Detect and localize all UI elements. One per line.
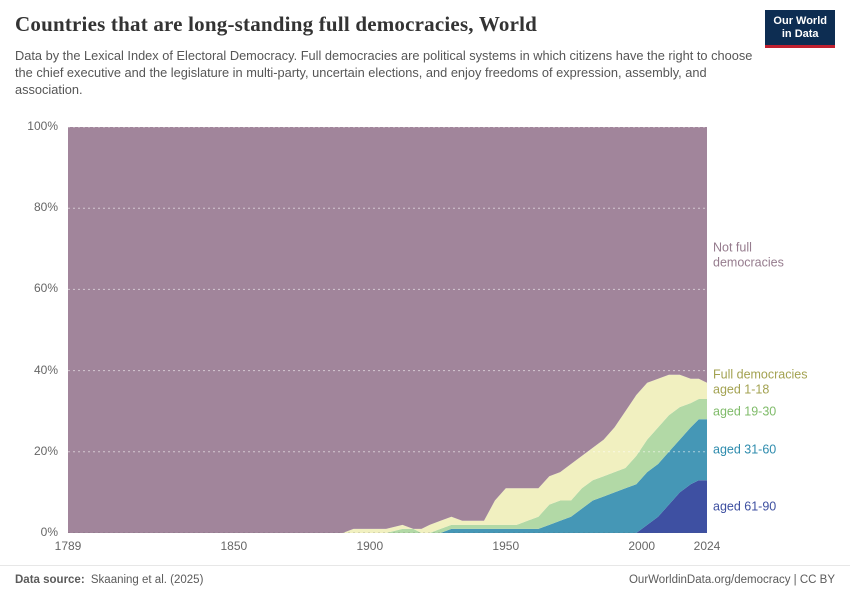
area-aged-1-18[interactable] — [68, 374, 707, 533]
chart-footer: Data source: Skaaning et al. (2025) OurW… — [0, 565, 850, 600]
y-tick-label-40: 40% — [33, 362, 58, 377]
stacked-area-plot — [68, 127, 707, 533]
page-title: Countries that are long-standing full de… — [15, 12, 538, 36]
series-label-aged-31-60: aged 31-60 — [713, 442, 777, 457]
series-label-aged-19-30: aged 19-30 — [713, 404, 777, 419]
y-tick-label-60: 60% — [33, 281, 58, 296]
data-source: Data source: Skaaning et al. (2025) — [15, 574, 203, 586]
chart-area: 0% 20% 40% 60% 80% 100% 1789 1850 1900 1950 2000 20… — [0, 119, 850, 560]
x-tick-label-1900: 1900 — [356, 539, 384, 553]
y-tick-label-20: 20% — [33, 443, 58, 458]
series-label-not-full-democracies: Not full democracies — [713, 240, 784, 269]
x-tick-label-1789: 1789 — [54, 539, 82, 553]
x-tick-label-1850: 1850 — [220, 539, 248, 553]
y-tick-label-80: 80% — [33, 200, 58, 215]
area-aged-31-60[interactable] — [68, 419, 707, 533]
logo-line1: Our World — [773, 15, 827, 27]
chart-subtitle: Data by the Lexical Index of Electoral D… — [15, 48, 753, 97]
y-tick-label-0: 0% — [40, 525, 58, 539]
area-not-full-democracies[interactable] — [68, 127, 707, 533]
footer-link[interactable]: OurWorldinData.org/democracy | CC BY — [628, 574, 835, 586]
y-tick-label-100: 100% — [27, 119, 58, 133]
series-label-aged-61-90: aged 61-90 — [713, 499, 777, 514]
x-tick-label-2024: 2024 — [693, 539, 721, 553]
series-label-aged-1-18: Full democracies aged 1-18 — [713, 367, 808, 396]
x-tick-label-2000: 2000 — [628, 539, 656, 553]
data-source-value: Skaaning et al. (2025) — [90, 574, 204, 586]
x-tick-label-1950: 1950 — [492, 539, 520, 553]
logo-line2: in Data — [781, 28, 819, 40]
data-source-label: Data source: — [15, 574, 85, 586]
owid-logo[interactable]: Our World in Data — [765, 10, 835, 48]
